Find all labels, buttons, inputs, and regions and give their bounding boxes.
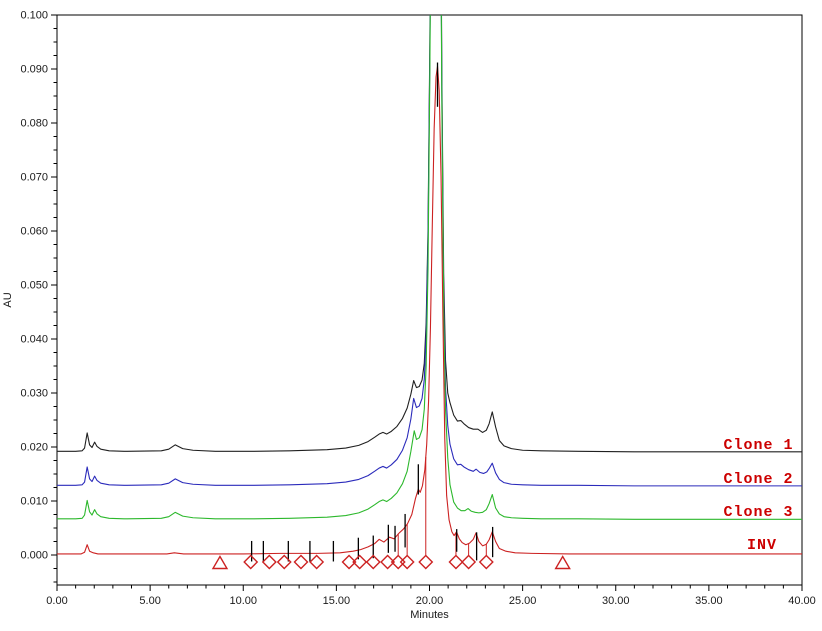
diamond-marker-icon — [461, 554, 477, 570]
triangle-marker-icon — [211, 555, 229, 570]
triangle-marker-icon — [554, 555, 571, 570]
y-tick-label: 0.090 — [20, 64, 48, 76]
x-tick-label: 0.00 — [46, 595, 67, 607]
diamond-marker-icon — [399, 554, 415, 570]
legend-label-clone-3: Clone 3 — [723, 504, 793, 521]
x-tick-label: 5.00 — [139, 595, 160, 607]
x-axis-title: Minutes — [410, 609, 449, 621]
trace-path-1 — [57, 15, 802, 453]
legend-label-clone-2: Clone 2 — [723, 471, 793, 488]
y-tick-label: 0.050 — [20, 280, 48, 292]
peak-tick-marks — [250, 62, 494, 562]
diamond-marker-icon — [261, 554, 277, 570]
chart-generated-content: 0.000 0.010 0.020 0.030 0.040 0.050 0.060 0.070… — [20, 10, 816, 608]
y-axis-ticks: 0.000 0.010 0.020 0.030 0.040 0.050 0.060 0.070… — [20, 10, 57, 583]
x-tick-label: 15.00 — [323, 595, 351, 607]
y-tick-label: 0.010 — [20, 496, 48, 508]
trace-path-4 — [57, 65, 802, 555]
diamond-marker-icon — [478, 554, 494, 570]
integration-drop-lines — [397, 456, 487, 555]
y-tick-label: 0.060 — [20, 226, 48, 238]
legend-label-clone-1: Clone 1 — [723, 437, 793, 454]
diamond-marker-icon — [352, 554, 368, 570]
trace-path-3 — [57, 15, 802, 520]
diamond-marker-icon — [418, 554, 434, 570]
legend-label-inv: INV — [747, 537, 777, 554]
diamond-marker-icon — [341, 554, 357, 570]
y-tick-label: 0.070 — [20, 172, 48, 184]
y-tick-label: 0.040 — [20, 334, 48, 346]
diamond-marker-icon — [243, 554, 259, 570]
trace-path-2 — [57, 15, 802, 487]
y-tick-label: 0.080 — [20, 118, 48, 130]
diamond-marker-icon — [293, 554, 309, 570]
diamond-marker-icon — [276, 554, 292, 570]
trace-clone-2 — [57, 15, 802, 487]
diamond-marker-icon — [365, 554, 381, 570]
y-tick-label: 0.000 — [20, 550, 48, 562]
diamond-marker-icon — [380, 554, 396, 570]
x-tick-label: 25.00 — [509, 595, 537, 607]
x-tick-label: 20.00 — [416, 595, 444, 607]
diamond-marker-icon — [309, 554, 325, 570]
trace-clone-3 — [57, 15, 802, 520]
y-tick-label: 0.020 — [20, 442, 48, 454]
y-tick-label: 0.030 — [20, 388, 48, 400]
diamond-markers — [243, 554, 494, 570]
x-tick-label: 35.00 — [695, 595, 723, 607]
x-axis-ticks: 0.00 5.00 10.00 15.00 20.00 25.00 30.00 35.00 40… — [46, 585, 816, 607]
trace-inv — [57, 65, 802, 555]
x-tick-label: 10.00 — [229, 595, 257, 607]
trace-clone-1 — [57, 15, 802, 453]
y-tick-label: 0.100 — [20, 10, 48, 22]
x-tick-label: 40.00 — [788, 595, 816, 607]
x-tick-label: 30.00 — [602, 595, 630, 607]
y-axis-title: AU — [2, 292, 14, 307]
diamond-marker-icon — [448, 554, 464, 570]
triangle-markers — [211, 555, 571, 570]
